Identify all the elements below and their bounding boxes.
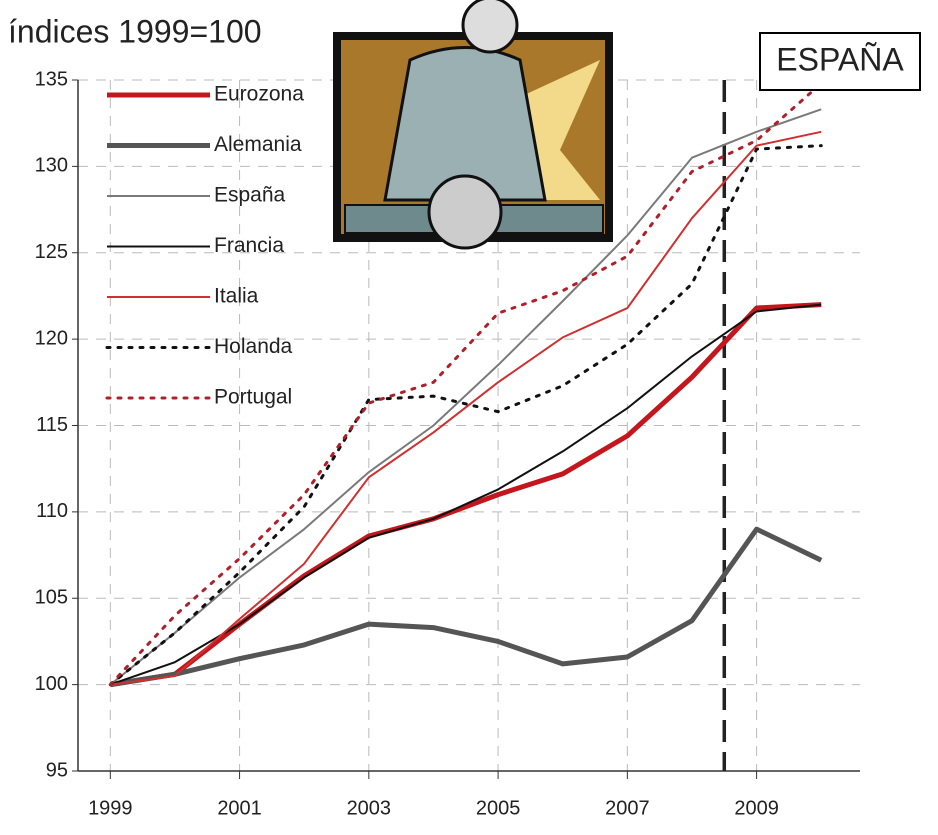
illustration-saw — [427, 174, 503, 250]
legend-label: Eurozona — [214, 83, 304, 106]
legend-label: Italia — [214, 285, 259, 308]
y-tick-label: 100 — [35, 673, 68, 695]
series-line — [109, 303, 822, 686]
legend-label: Portugal — [214, 386, 292, 409]
y-tick-label: 115 — [36, 414, 68, 436]
y-tick-label: 105 — [35, 587, 68, 609]
illustration-helmet — [461, 0, 519, 54]
x-tick-label: 2007 — [605, 797, 650, 819]
legend-label: Francia — [214, 234, 284, 257]
y-tick-label: 125 — [35, 241, 68, 263]
x-tick-label: 2005 — [476, 797, 521, 819]
annotation-box — [759, 32, 921, 91]
y-tick-label: 95 — [46, 759, 68, 781]
series-line — [108, 144, 823, 687]
chart-title: índices 1999=100 — [8, 13, 262, 49]
x-tick-label: 1999 — [88, 797, 133, 819]
legend-label: Holanda — [214, 335, 293, 358]
x-tick-label: 2001 — [217, 797, 262, 819]
legend-label: España — [214, 184, 286, 207]
x-tick-label: 2003 — [347, 797, 392, 819]
y-tick-label: 130 — [35, 155, 68, 177]
y-tick-label: 110 — [36, 500, 68, 522]
series-line — [109, 108, 822, 686]
series-line — [108, 81, 823, 687]
y-tick-label: 120 — [35, 327, 68, 349]
plot-area: 95 100 105 110 115 120 125 130 135 1999 2001 2003 20… — [35, 68, 860, 819]
annotation: ESPAÑA — [776, 41, 904, 77]
series-line — [110, 130, 822, 686]
series-line — [109, 302, 822, 688]
y-tick-label: 135 — [35, 68, 68, 90]
series-line — [109, 526, 823, 688]
legend-label: Alemania — [214, 133, 302, 156]
illustration — [333, 0, 613, 250]
x-tick-label: 2009 — [734, 797, 779, 819]
